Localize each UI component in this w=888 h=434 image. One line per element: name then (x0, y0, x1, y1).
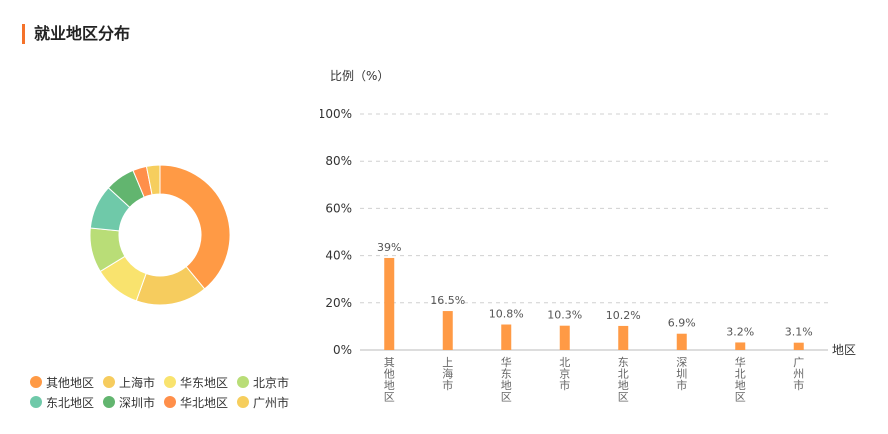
legend-item[interactable]: 其他地区 (30, 374, 94, 391)
y-tick-label: 60% (325, 201, 352, 215)
x-tick-label: 华北地区 (735, 355, 746, 404)
legend-marker (30, 396, 42, 408)
bar[interactable] (442, 311, 453, 350)
bar-value-label: 16.5% (430, 294, 465, 307)
legend-marker (164, 376, 177, 388)
legend-label: 上海市 (119, 375, 156, 390)
legend-label: 东北地区 (46, 395, 95, 410)
legend-label: 华东地区 (180, 375, 229, 390)
bar-value-label: 10.8% (489, 308, 524, 321)
bar[interactable] (735, 342, 746, 350)
bar-value-label: 10.3% (547, 309, 582, 322)
pie-legend: 其他地区 上海市 华东地区 北京市东北地区 深圳市 华北地区 广州市 (30, 372, 310, 412)
x-tick-label: 北京市 (559, 356, 570, 392)
legend-item[interactable]: 上海市 (103, 374, 155, 391)
bar[interactable] (793, 342, 804, 350)
y-tick-label: 80% (325, 154, 352, 168)
x-tick-label: 其他地区 (384, 356, 395, 404)
x-tick-label: 广州市 (793, 356, 804, 392)
legend-marker (164, 396, 177, 408)
legend-label: 北京市 (253, 375, 290, 390)
bar[interactable] (501, 324, 512, 350)
legend-marker (237, 396, 250, 408)
legend-label: 广州市 (253, 395, 290, 410)
donut-slice-1[interactable] (159, 164, 231, 290)
legend-item[interactable]: 广州市 (237, 394, 289, 411)
legend-row: 东北地区 深圳市 华北地区 广州市 (30, 392, 310, 412)
legend-marker (103, 376, 116, 388)
bar-value-label: 6.9% (668, 317, 696, 330)
legend-item[interactable]: 华东地区 (164, 374, 228, 391)
legend-marker (237, 376, 250, 388)
legend-item[interactable]: 华北地区 (164, 394, 228, 411)
legend-row: 其他地区 上海市 华东地区 北京市 (30, 372, 310, 392)
x-tick-label: 华东地区 (501, 355, 512, 404)
bar[interactable] (559, 325, 570, 350)
y-axis-title: 比例（%） (330, 69, 389, 83)
bar-value-label: 3.1% (785, 326, 813, 339)
donut-slice-8[interactable] (145, 164, 161, 196)
x-tick-label: 上海市 (442, 356, 453, 392)
legend-item[interactable]: 深圳市 (103, 394, 155, 411)
legend-label: 华北地区 (180, 395, 229, 410)
bar[interactable] (618, 325, 629, 350)
bar-chart: 比例（%） 0% 20% 40% 60% 80% 100% 地区 39% 其他地区 16.5% 上海市… (320, 69, 856, 404)
x-tick-label: 东北地区 (618, 356, 629, 404)
bar-value-label: 10.2% (606, 309, 641, 322)
bar-value-label: 39% (377, 241, 401, 254)
legend-label: 其他地区 (46, 375, 95, 390)
section-title: 就业地区分布 (22, 24, 130, 44)
legend-item[interactable]: 北京市 (237, 374, 289, 391)
y-tick-label: 40% (325, 249, 352, 263)
bar-value-label: 3.2% (726, 325, 754, 338)
y-tick-label: 100% (320, 107, 352, 121)
bar[interactable] (676, 333, 687, 350)
y-tick-label: 20% (325, 296, 352, 310)
legend-marker (103, 396, 116, 408)
x-tick-label: 深圳市 (676, 356, 687, 392)
y-tick-label: 0% (333, 343, 352, 357)
x-axis-title: 地区 (832, 343, 856, 357)
legend-label: 深圳市 (119, 395, 156, 410)
legend-marker (30, 376, 42, 388)
legend-item[interactable]: 东北地区 (30, 394, 94, 411)
donut-chart (89, 164, 231, 306)
bar[interactable] (384, 257, 395, 350)
